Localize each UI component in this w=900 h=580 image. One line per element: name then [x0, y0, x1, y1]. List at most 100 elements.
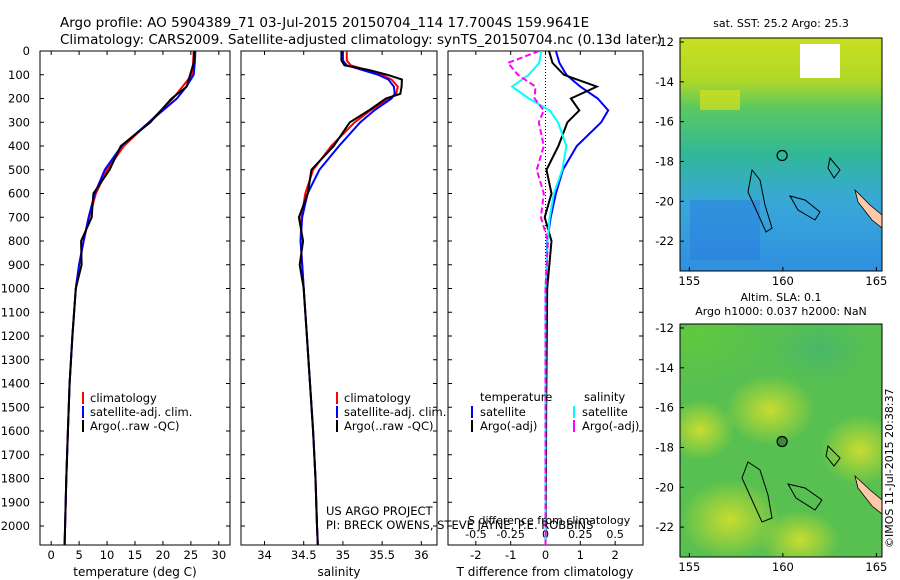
sla-map-ticks: 155 160 165 -12 -14 -16 -18 -20 -22 [655, 321, 887, 574]
y-tick-label: 1500 [1, 400, 30, 414]
legend-label-t-satellite: satellite [480, 405, 526, 419]
sla-blob [820, 415, 882, 485]
x-tick-label: 15 [128, 548, 143, 562]
salinity-lines [297, 51, 403, 545]
lat-tick-label: -12 [655, 35, 674, 49]
temperature-axis-ticks: 0 5 10 15 20 25 300100200300400500600700800900… [1, 44, 230, 562]
pi-credit: PI: BRECK OWENS, STEVE JAYNE, P.E. ROBBI… [326, 518, 593, 532]
sla-reef-outline-2 [786, 483, 823, 511]
y-tick-label: 600 [8, 187, 30, 201]
legend-title-temperature: temperature [480, 390, 552, 404]
sst-map-title: sat. SST: 25.2 Argo: 25.3 [713, 17, 849, 30]
sst-warm-patch [700, 90, 740, 110]
lon-tick-label: 160 [772, 560, 794, 574]
y-tick-label: 1600 [1, 424, 30, 438]
temperature-lines [63, 51, 197, 545]
series-line-t-argo-adj- [543, 51, 600, 545]
lat-tick-label: -20 [655, 194, 674, 208]
y-tick-label: 200 [8, 92, 30, 106]
temperature-legend: climatology satellite-adj. clim. Argo(..… [82, 391, 192, 433]
project-credit: US ARGO PROJECT [326, 504, 434, 518]
salinity-legend: climatology satellite-adj. clim. Argo(..… [336, 391, 446, 433]
x-tick-label: -2 [470, 548, 481, 562]
difference-xlabel: T difference from climatology [456, 565, 634, 579]
lat-tick-label: -16 [655, 115, 674, 129]
lat-tick-label: -14 [655, 361, 674, 375]
sst-field [680, 38, 882, 271]
lat-tick-label: -14 [655, 75, 674, 89]
temperature-panel-frame [39, 50, 231, 546]
lon-tick-label: 165 [865, 560, 887, 574]
series-line-argo-raw-qc- [63, 51, 196, 545]
sla-blob [760, 510, 840, 557]
series-line-satellite-adj-clim- [63, 51, 197, 545]
difference-lines [506, 51, 610, 545]
y-tick-label: 400 [8, 139, 30, 153]
lon-tick-label: 165 [865, 274, 887, 288]
x-tick-label: 34.5 [291, 548, 317, 562]
y-tick-label: 1100 [1, 305, 30, 319]
header-line-2: Climatology: CARS2009. Satellite-adjuste… [60, 32, 662, 48]
s-diff-tick-label: 0.25 [568, 528, 593, 541]
legend-label-satellite: satellite-adj. clim. [344, 405, 446, 419]
lat-tick-label: -18 [655, 154, 674, 168]
x-tick-label: 10 [100, 548, 115, 562]
legend-label-s-argo: Argo(-adj) [582, 419, 639, 433]
y-tick-label: 300 [8, 115, 30, 129]
series-line-t-satellite [544, 51, 610, 545]
lat-tick-label: -12 [655, 321, 674, 335]
legend-label-satellite: satellite-adj. clim. [90, 405, 192, 419]
x-tick-label: 1 [577, 548, 584, 562]
legend-title-salinity: salinity [584, 390, 625, 404]
series-line-argo-raw-qc- [297, 51, 403, 545]
lat-tick-label: -16 [655, 401, 674, 415]
lat-tick-label: -22 [655, 234, 674, 248]
y-tick-label: 700 [8, 210, 30, 224]
x-tick-label: 0 [48, 548, 55, 562]
salinity-xlabel: salinity [317, 565, 360, 579]
sla-blob [725, 375, 815, 445]
sst-map [680, 38, 882, 271]
lon-tick-label: 155 [678, 560, 700, 574]
x-tick-label: 0 [542, 548, 549, 562]
sla-map-frame [679, 323, 883, 558]
x-tick-label: 5 [75, 548, 82, 562]
y-tick-label: 2000 [1, 519, 30, 533]
series-line-s-argo-adj- [506, 51, 550, 545]
legend-label-climatology: climatology [344, 391, 411, 405]
x-tick-label: 2 [611, 548, 618, 562]
argo-float-marker [776, 435, 788, 448]
sst-reef-outline-3 [827, 156, 841, 179]
sla-map [680, 324, 882, 557]
x-tick-label: 36 [414, 548, 429, 562]
lat-tick-label: -20 [655, 480, 674, 494]
x-tick-label: 20 [156, 548, 171, 562]
legend-label-argo: Argo(..raw -QC) [90, 419, 180, 433]
sst-reef-outline [747, 168, 773, 233]
y-tick-label: 1000 [1, 282, 30, 296]
series-line-climatology [63, 51, 195, 545]
x-tick-label: 34 [257, 548, 272, 562]
argo-float-marker [776, 149, 788, 162]
x-tick-label: 35 [336, 548, 351, 562]
y-tick-label: 1900 [1, 495, 30, 509]
lon-tick-label: 155 [678, 274, 700, 288]
legend-label-climatology: climatology [90, 391, 157, 405]
header-line-1: Argo profile: AO 5904389_71 03-Jul-2015 … [60, 15, 589, 31]
sla-coast-land [854, 474, 882, 515]
y-tick-label: 1800 [1, 472, 30, 486]
lat-tick-label: -18 [655, 440, 674, 454]
s-diff-tick-label: -0.5 [465, 528, 486, 541]
x-tick-label: 25 [184, 548, 199, 562]
imos-stamp: ©IMOS 11-Jul-2015 20:38:37 [883, 388, 896, 548]
sst-map-ticks: 155 160 165 -12 -14 -16 -18 -20 -22 [655, 35, 887, 288]
legend-label-t-argo: Argo(-adj) [480, 419, 537, 433]
sla-map-title-2: Argo h1000: 0.037 h2000: NaN [695, 305, 867, 318]
s-diff-tick-label: 0.5 [606, 528, 624, 541]
x-tick-label: -1 [505, 548, 516, 562]
sst-coast-land [854, 188, 882, 229]
s-difference-label: S difference from climatology [468, 514, 631, 527]
lat-tick-label: -22 [655, 520, 674, 534]
temperature-xlabel: temperature (deg C) [73, 565, 196, 579]
salinity-axis-ticks: 34 34.5 35 35.5 36 [241, 50, 437, 562]
